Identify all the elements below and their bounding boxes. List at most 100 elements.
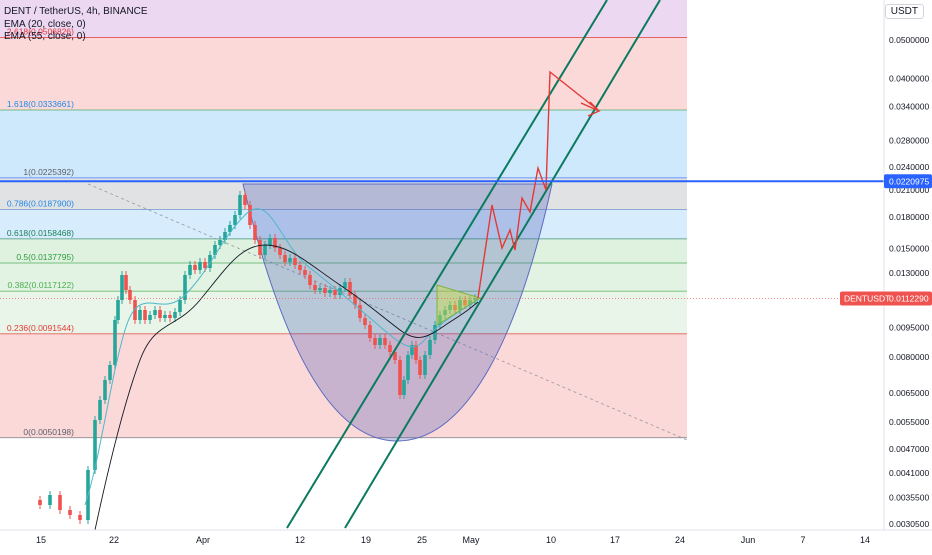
candle-body <box>453 305 457 310</box>
channel-lines <box>286 0 661 529</box>
triangle-pattern <box>436 284 482 326</box>
time-tick-label: 19 <box>361 535 371 545</box>
candle-body <box>113 320 117 365</box>
candle-body <box>120 275 124 300</box>
candle-body <box>223 232 227 240</box>
cup-bowl <box>242 183 553 442</box>
price-tick-label: 0.0240000 <box>889 162 929 172</box>
projection-path <box>477 70 601 299</box>
fib-zone-top <box>0 0 687 38</box>
candle-body <box>298 265 302 270</box>
candle-body <box>363 318 367 325</box>
candle-body <box>128 290 132 300</box>
price-tick-label: 0.0041000 <box>889 468 929 478</box>
candle-body <box>443 310 447 315</box>
candle-body <box>423 355 427 375</box>
candle-body <box>116 300 120 320</box>
price-tick-label: 0.0080000 <box>889 352 929 362</box>
fib-label: 1.618(0.0333661) <box>7 99 74 109</box>
price-tick-label: 0.0065000 <box>889 388 929 398</box>
fib-zone <box>0 238 687 264</box>
fib-zone <box>0 177 687 210</box>
fib-zone <box>0 209 687 239</box>
time-tick-label: 7 <box>800 535 805 545</box>
candle-body <box>98 400 102 420</box>
candle-body <box>358 305 362 318</box>
candle-body <box>218 240 222 245</box>
candle-body <box>103 380 107 400</box>
candle-body <box>48 495 52 505</box>
ema55-label[interactable]: EMA (55, close, 0) <box>4 31 86 42</box>
candle-body <box>463 300 467 305</box>
candle-body <box>273 238 277 248</box>
key-level-tag-label: 0.0220975 <box>889 176 929 186</box>
candle-body <box>193 265 197 270</box>
time-tick-label: 15 <box>36 535 46 545</box>
candle-body <box>473 298 477 300</box>
fib-zone <box>0 37 687 110</box>
price-tick-label: 0.0280000 <box>889 135 929 145</box>
fib-label: 0.236(0.0091544) <box>7 323 74 333</box>
fib-label: 0.618(0.0158468) <box>7 228 74 238</box>
candle-body <box>138 310 142 320</box>
time-tick-label: 24 <box>675 535 685 545</box>
candle-body <box>433 325 437 340</box>
candle-body <box>153 310 157 315</box>
candle-body <box>338 288 342 295</box>
candle-body <box>323 288 327 293</box>
candle-body <box>183 275 187 300</box>
candle-body <box>303 270 307 275</box>
candle-body <box>308 275 312 285</box>
candle-body <box>313 285 317 290</box>
candle-body <box>238 195 242 215</box>
chart-legend: DENT / TetherUS, 4h, BINANCE EMA (20, cl… <box>4 6 148 44</box>
candle-body <box>406 355 410 380</box>
projection-arrowhead <box>580 102 601 117</box>
candle-body <box>448 305 452 310</box>
key-level-tag <box>884 174 932 189</box>
price-axis-bg <box>884 0 932 550</box>
channel-upper <box>286 0 608 529</box>
price-tick-label: 0.0095000 <box>889 322 929 332</box>
candle-body <box>173 312 177 318</box>
candle-body <box>258 240 262 255</box>
candle-body <box>393 352 397 360</box>
candle-body <box>343 282 347 288</box>
candle-body <box>458 300 462 310</box>
candle-body <box>213 245 217 255</box>
candle-body <box>293 258 297 265</box>
candle-body <box>288 258 292 262</box>
candle-body <box>318 288 322 290</box>
time-tick-label: 10 <box>546 535 556 545</box>
candle-body <box>388 345 392 352</box>
last-price-value: 0.0112290 <box>889 293 929 303</box>
last-price-symbol: DENTUSDT <box>844 293 890 303</box>
candle-body <box>163 315 167 318</box>
candle-body <box>418 360 422 375</box>
time-axis-bg <box>0 530 932 550</box>
candle-body <box>68 510 72 515</box>
channel-lower <box>344 0 661 529</box>
time-tick-label: 25 <box>417 535 427 545</box>
candle-body <box>263 245 267 255</box>
ema20-label[interactable]: EMA (20, close, 0) <box>4 18 86 30</box>
candle-body <box>178 300 182 312</box>
candle-body <box>228 225 232 232</box>
projection-zigzag <box>477 70 599 299</box>
currency-button[interactable]: USDT <box>884 4 924 19</box>
price-tick-label: 0.0047000 <box>889 444 929 454</box>
candle-body <box>188 265 192 275</box>
time-tick-label: Jun <box>741 535 756 545</box>
price-tick-label: 0.0150000 <box>889 243 929 253</box>
fib-label: 0.5(0.0137795) <box>16 252 74 262</box>
price-tick-label: 0.0500000 <box>889 35 929 45</box>
time-tick-label: May <box>462 535 480 545</box>
candle-body <box>253 225 257 240</box>
candle-body <box>402 380 406 395</box>
candle-body <box>414 345 418 360</box>
price-tick-label: 0.0180000 <box>889 212 929 222</box>
symbol-title: DENT / TetherUS, 4h, BINANCE <box>4 6 148 17</box>
candle-body <box>438 315 442 325</box>
